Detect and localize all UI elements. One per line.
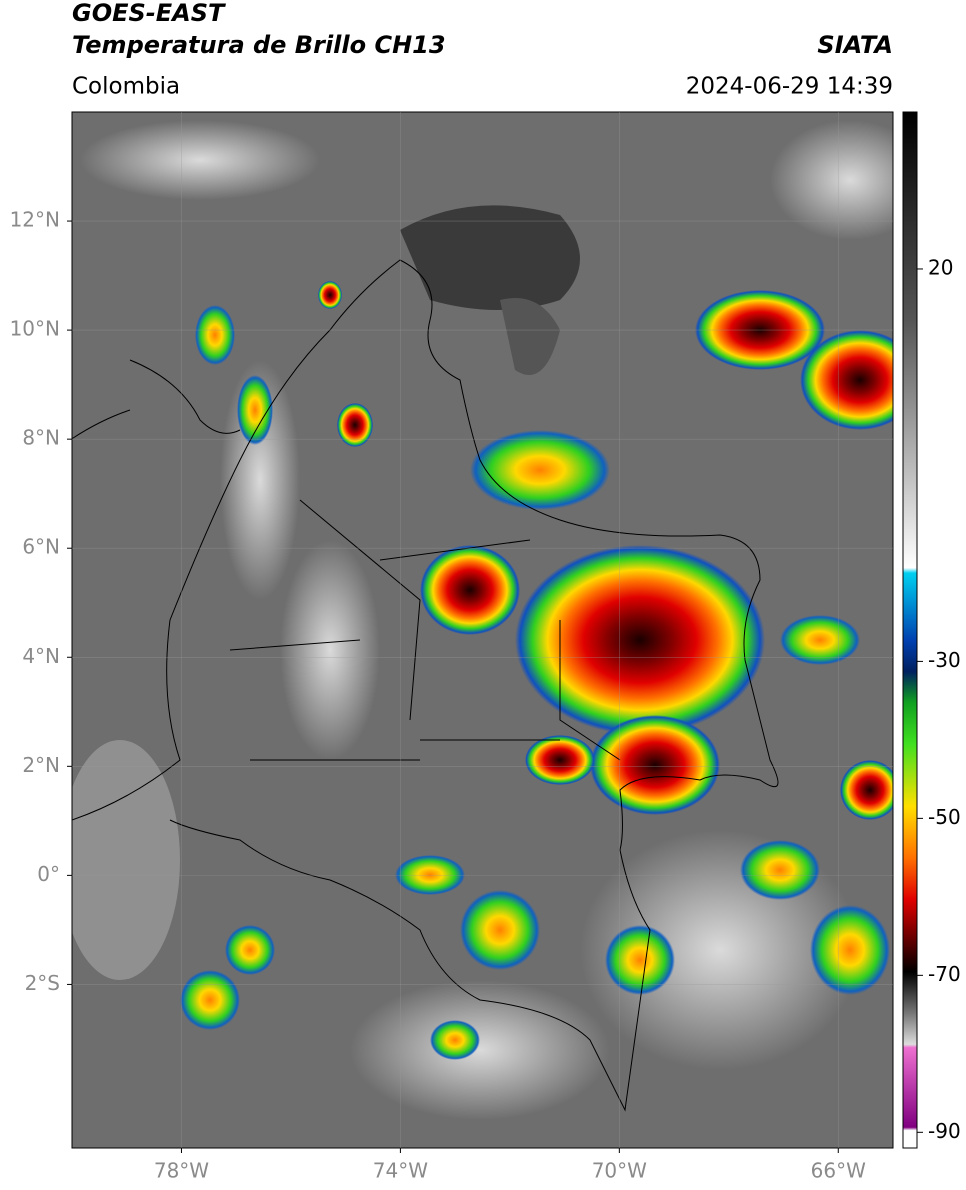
satellite-image xyxy=(72,112,893,1148)
y-tick-label: 12°N xyxy=(10,208,60,232)
y-tick-label: 2°S xyxy=(25,971,60,995)
y-tick-label: 8°N xyxy=(22,426,60,450)
colorbar xyxy=(902,111,918,1149)
x-tick-label: 78°W xyxy=(154,1159,209,1183)
colorbar-tick-label: -90 xyxy=(928,1119,961,1143)
subtitle: Temperatura de Brillo CH13 xyxy=(72,31,446,59)
source: SIATA xyxy=(817,31,893,59)
y-tick-label: 0° xyxy=(37,862,60,886)
colorbar-tick-label: -30 xyxy=(928,648,961,672)
colorbar-tick-label: -50 xyxy=(928,805,961,829)
y-tick-label: 4°N xyxy=(22,644,60,668)
map-frame xyxy=(71,111,894,1149)
y-tick-label: 6°N xyxy=(22,535,60,559)
timestamp: 2024-06-29 14:39 xyxy=(686,74,893,100)
x-tick-label: 74°W xyxy=(373,1159,428,1183)
title: GOES-EAST xyxy=(72,0,226,27)
y-tick-label: 2°N xyxy=(22,753,60,777)
colorbar-tick-label: 20 xyxy=(928,255,953,279)
x-tick-label: 66°W xyxy=(811,1159,866,1183)
region: Colombia xyxy=(72,74,180,100)
colorbar-tick-label: -70 xyxy=(928,962,961,986)
y-tick-label: 10°N xyxy=(10,317,60,341)
x-tick-label: 70°W xyxy=(592,1159,647,1183)
